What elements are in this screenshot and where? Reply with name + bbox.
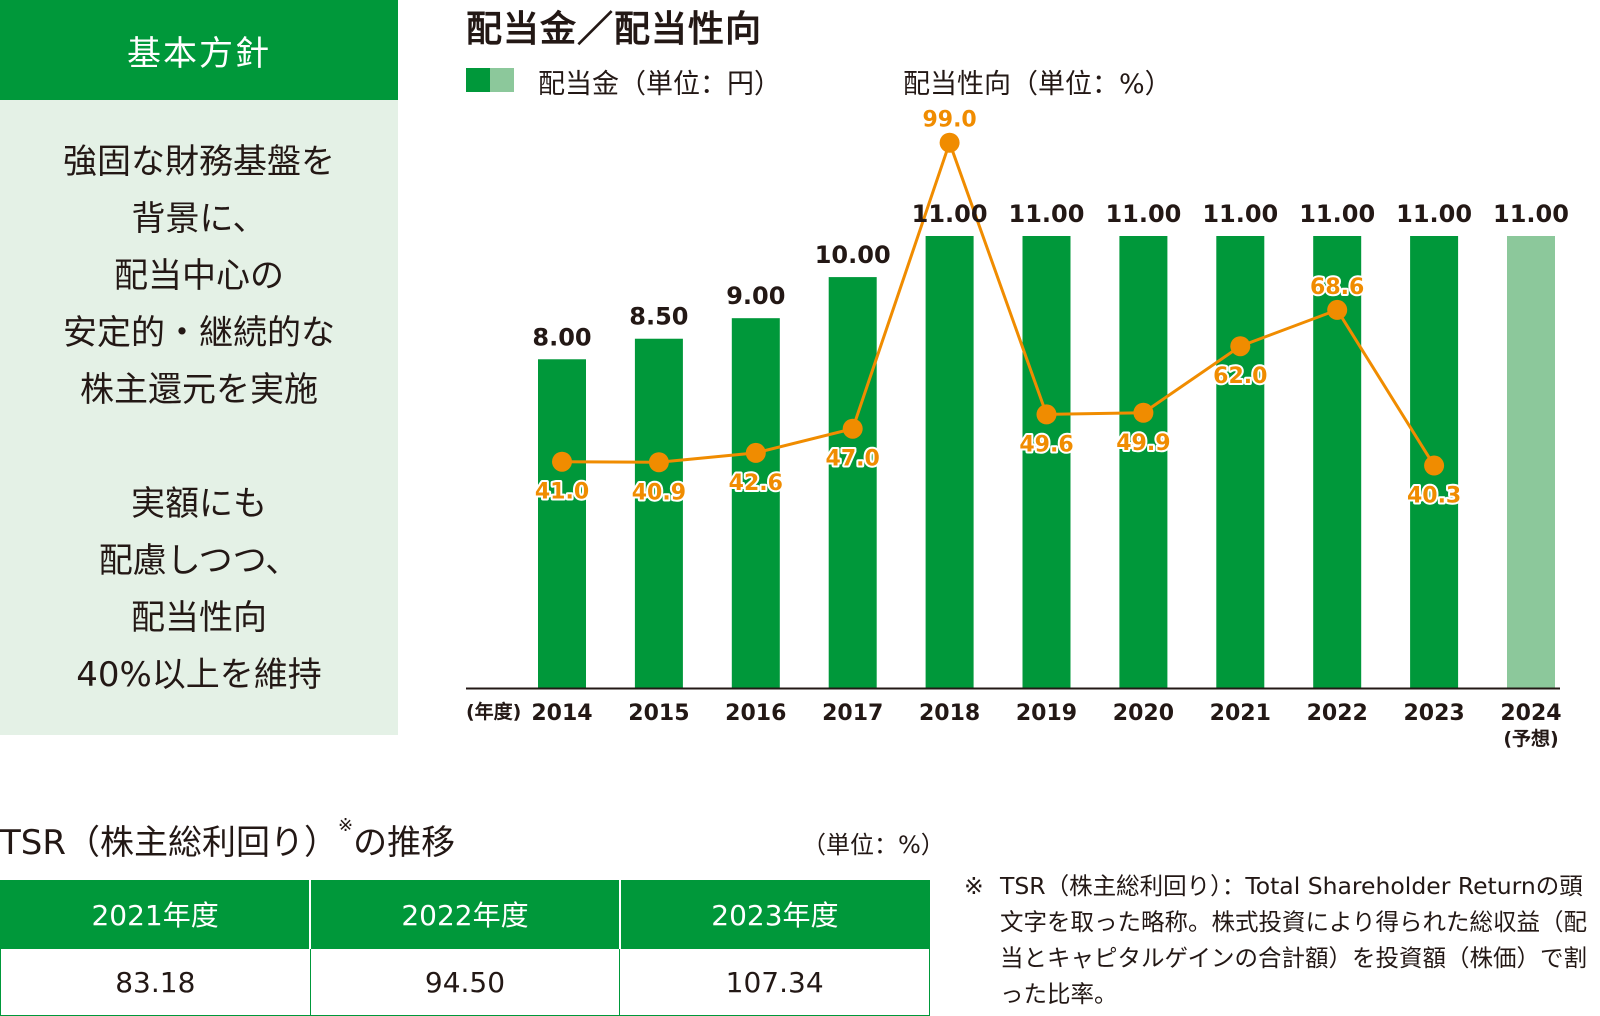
payout-point [1230,336,1251,357]
bar-dividend [538,359,586,688]
tsr-note-text: TSR（株主総利回り）：Total Shareholder Returnの頭文字… [1000,872,1588,1008]
payout-point [1133,402,1154,423]
tsr-value-cell: 94.50 [309,948,621,1016]
x-tick-label: 2016 [725,701,786,726]
policy-line: 背景に、 [131,199,267,239]
policy-line: 実額にも [131,484,267,524]
payout-value-label: 42.6 [729,471,783,496]
x-tick-label: 2022 [1307,701,1368,726]
payout-point [648,452,669,473]
tsr-note-mark: ※ [964,872,984,900]
bar-value-label: 11.00 [1105,200,1181,228]
tsr-header-row: 2021年度 2022年度 2023年度 [0,880,930,949]
x-tick-label: 2015 [628,701,689,726]
bar-dividend [1216,236,1265,688]
tsr-title-text: TSR（株主総利回り） [0,823,338,863]
tsr-title: TSR（株主総利回り）※の推移 [0,815,455,864]
x-tick-label: 2023 [1403,701,1464,726]
bar-dividend [1507,236,1555,688]
tsr-value-cell: 83.18 [0,948,311,1016]
bar-value-label: 11.00 [1396,200,1472,228]
payout-value-label: 47.0 [826,447,880,472]
bar-dividend [1022,236,1071,688]
tsr-title-mark: ※ [337,815,354,836]
bar-value-label: 11.00 [1493,200,1569,228]
tsr-value-cell: 107.34 [619,948,930,1016]
x-tick-label: 2017 [822,701,883,726]
payout-value-label: 40.3 [1407,484,1461,509]
tsr-table: 2021年度 2022年度 2023年度 83.18 94.50 107.34 [0,880,930,1016]
policy-line: 配当性向 [131,598,267,638]
bar-value-label: 11.00 [1202,200,1278,228]
payout-value-label: 68.6 [1310,275,1364,300]
payout-point [1036,404,1057,425]
legend-swatch-forecast [490,68,514,92]
legend-dividend: 配当金（単位：円） [538,69,781,100]
bar-value-label: 9.00 [726,282,785,310]
policy-line: 配当中心の [114,256,284,296]
bar-value-label: 8.00 [532,323,591,351]
x-tick-label: 2014 [531,701,592,726]
bar-dividend [925,236,974,688]
policy-line: 株主還元を実施 [80,370,318,410]
payout-point [552,451,572,472]
payout-line [561,138,1436,467]
dividend-chart: (年度) 2014 2015 2016 2017 2018 2019 2020 2021 2022… [466,106,1569,750]
payout-value-label: 49.6 [1019,432,1073,457]
bar-value-label: 11.00 [1299,200,1375,228]
x-tick-label: 2021 [1210,701,1271,726]
x-tick-label: 2019 [1016,701,1077,726]
policy-line: 強固な財務基盤を [63,142,335,182]
payout-point [1424,455,1445,476]
bar-dividend [1119,236,1168,688]
tsr-header-cell: 2021年度 [0,880,312,949]
tsr-value-row: 83.18 94.50 107.34 [0,948,930,1016]
policy-line: 配慮しつつ、 [98,541,300,581]
payout-point [745,442,766,463]
policy-header: 基本方針 [0,0,398,100]
payout-value-label: 41.0 [535,480,589,505]
x-axis-prefix: (年度) [466,700,521,723]
tsr-header-cell: 2022年度 [309,880,621,949]
x-tick-label: 2024 [1500,701,1561,726]
payout-point [1327,299,1348,320]
policy-line: 40%以上を維持 [76,655,322,695]
tsr-header-cell: 2023年度 [618,880,930,949]
x-tick-label: 2020 [1113,701,1174,726]
legend-payout: 配当性向（単位：%） [903,69,1172,100]
tsr-title-suffix: の推移 [353,823,456,863]
chart-title: 配当金／配当性向 [466,9,763,50]
tsr-unit: （単位：%） [802,831,945,859]
payout-point [939,132,960,153]
bar-dividend [731,318,780,688]
x-tick-label: 2018 [919,701,980,726]
bar-dividend [828,277,877,688]
policy-panel: 基本方針 強固な財務基盤を 背景に、 配当中心の 安定的・継続的な 株主還元を実… [0,0,398,735]
payout-point [842,418,863,439]
x-tick-sublabel: (予想) [1503,727,1558,750]
legend-swatch-dividend [466,68,490,92]
payout-value-label: 62.0 [1213,364,1267,389]
bar-dividend [634,338,683,688]
payout-value-label: 99.0 [922,108,976,133]
bar-value-label: 11.00 [1009,200,1085,228]
payout-value-label: 49.9 [1116,431,1170,456]
payout-value-label: 40.9 [632,480,686,505]
bar-value-label: 8.50 [629,303,688,331]
bar-value-label: 10.00 [815,241,891,269]
policy-line: 安定的・継続的な [63,313,335,353]
bar-value-label: 11.00 [912,200,988,228]
